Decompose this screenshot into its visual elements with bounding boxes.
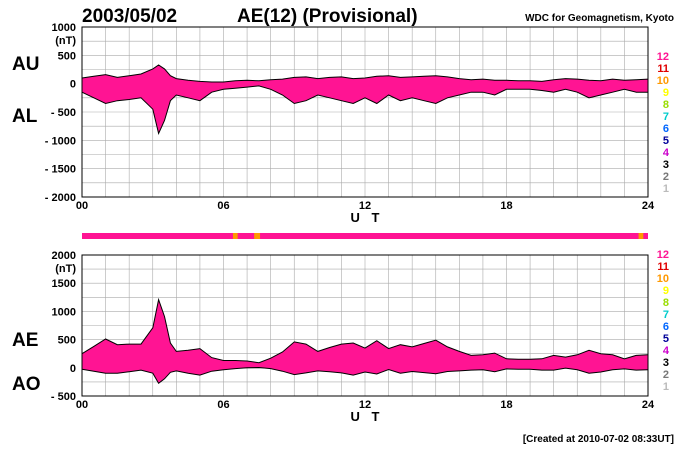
level-legend-item: 4	[663, 147, 670, 159]
y-tick-label: - 500	[51, 391, 76, 403]
date-label: 2003/05/02	[82, 6, 177, 27]
ao-side-label: AO	[12, 374, 41, 395]
ae-ao-x-axis-label: U T	[351, 409, 384, 424]
level-legend-item: 6	[663, 321, 669, 333]
ae-ao-unit-label: (nT)	[55, 263, 76, 275]
ae-side-label: AE	[12, 330, 38, 351]
x-tick-label: 06	[217, 399, 229, 411]
level-legend-item: 11	[657, 261, 669, 273]
status-bar-low-station-mark	[254, 233, 261, 239]
created-timestamp: [Created at 2010-07-02 08:33UT]	[523, 434, 674, 445]
ae-ao-x-ticks: 00 06 12 18 24	[76, 399, 655, 411]
au-al-x-ticks: 00 06 12 18 24	[76, 200, 655, 212]
au-series-line	[81, 64, 649, 83]
level-legend-item: 12	[657, 51, 669, 63]
level-legend-item: 5	[663, 333, 669, 345]
level-legend-item: 3	[663, 357, 669, 369]
organization-label: WDC for Geomagnetism, Kyoto	[525, 13, 674, 24]
level-legend-item: 12	[657, 249, 669, 261]
ae-ao-area	[81, 297, 649, 385]
ae-ao-y-ticks: 2000 1500 1000 500 0 - 500	[51, 250, 76, 403]
level-legend-item: 7	[663, 111, 669, 123]
y-tick-label: 500	[58, 335, 76, 347]
status-bar-low-station-mark	[638, 233, 644, 239]
level-legend-item: 7	[663, 309, 669, 321]
level-legend-item: 2	[663, 369, 669, 381]
y-tick-label: 1500	[52, 278, 76, 290]
y-tick-label: 0	[70, 79, 76, 91]
ae-ao-frame	[81, 254, 649, 397]
y-tick-label: - 500	[51, 107, 76, 119]
level-legend-item: 8	[663, 99, 669, 111]
au-al-y-ticks: 1000 500 0 - 500 - 1000 - 1500 - 2000	[45, 22, 76, 204]
level-legend-item: 2	[663, 171, 669, 183]
x-tick-label: 12	[359, 399, 371, 411]
au-al-unit-label: (nT)	[55, 35, 76, 47]
level-legend-item: 3	[663, 159, 669, 171]
status-bar-fill	[82, 233, 648, 239]
au-side-label: AU	[12, 54, 39, 75]
chart-title: AE(12) (Provisional)	[237, 6, 418, 27]
au-al-x-axis-label: U T	[351, 210, 384, 225]
au-al-frame	[81, 26, 649, 198]
level-legend-item: 8	[663, 297, 669, 309]
y-tick-label: 500	[58, 50, 76, 62]
x-tick-label: 18	[500, 200, 512, 212]
al-series-line	[81, 85, 648, 136]
x-tick-label: 06	[217, 200, 229, 212]
level-legend-item: 10	[657, 75, 669, 87]
station-status-bar	[82, 233, 648, 239]
ao-series-line	[81, 366, 649, 385]
au-al-area	[81, 64, 649, 136]
x-tick-label: 24	[642, 200, 655, 212]
y-tick-label: 0	[70, 363, 76, 375]
level-legend-item: 11	[657, 63, 669, 75]
al-side-label: AL	[12, 106, 38, 127]
x-tick-label: 24	[642, 399, 655, 411]
level-legend-item: 9	[663, 87, 669, 99]
level-legend-item: 10	[657, 273, 669, 285]
level-legend-item: 5	[663, 135, 669, 147]
level-legend-item: 9	[663, 285, 669, 297]
y-tick-label: - 1000	[45, 135, 76, 147]
x-tick-label: 00	[76, 200, 88, 212]
ae-ao-band	[82, 299, 648, 384]
y-tick-label: - 1500	[45, 164, 76, 176]
y-tick-label: 2000	[52, 250, 76, 262]
level-legend-item: 4	[663, 345, 670, 357]
x-tick-label: 18	[500, 399, 512, 411]
level-legend-item: 1	[663, 381, 669, 393]
x-tick-label: 00	[76, 399, 88, 411]
status-bar-low-station-mark	[232, 233, 238, 239]
y-tick-label: 1000	[52, 306, 76, 318]
ae-series-line	[81, 297, 649, 364]
level-legend-item: 1	[663, 183, 669, 195]
y-tick-label: - 2000	[45, 192, 76, 204]
level-legend-item: 6	[663, 123, 669, 135]
y-tick-label: 1000	[52, 22, 76, 34]
x-tick-label: 12	[359, 200, 371, 212]
